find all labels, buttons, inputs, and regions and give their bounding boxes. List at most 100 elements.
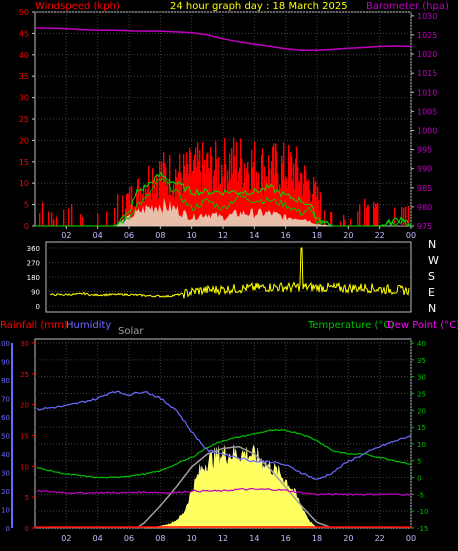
- temp-x-tick-label: 04: [93, 534, 103, 543]
- baro-y-tick-label: 985: [417, 184, 432, 193]
- windspeed-bar: [357, 211, 359, 226]
- windspeed-bar: [201, 191, 203, 226]
- wind-y-tick-label: 15: [19, 158, 29, 167]
- dewpoint-axis-label: Dew Point (°C): [387, 320, 458, 331]
- windspeed-bar: [255, 188, 257, 226]
- windspeed-bar: [330, 212, 332, 226]
- windspeed-bar: [312, 194, 314, 226]
- windspeed-bar: [209, 171, 211, 226]
- windspeed-bar: [241, 158, 243, 226]
- windspeed-bar: [290, 152, 292, 226]
- windspeed-bar: [193, 159, 195, 226]
- direction-line: [49, 247, 410, 299]
- windspeed-bar: [182, 193, 184, 226]
- baro-y-tick-label: 1030: [417, 12, 437, 21]
- wind-x-tick-label: 18: [312, 231, 322, 240]
- windspeed-bar: [220, 183, 222, 226]
- windspeed-bar: [265, 180, 267, 226]
- wind-y-tick-label: 35: [19, 72, 29, 81]
- rainfall-axis-label: Rainfall (mm): [0, 320, 68, 331]
- humidity-tick-label: 0: [6, 525, 10, 533]
- wind-y-tick-label: 50: [19, 8, 29, 17]
- windspeed-bar: [231, 147, 233, 226]
- wind-y-tick-label: 0: [24, 222, 29, 231]
- windspeed-bar: [405, 206, 407, 226]
- rainfall-tick-label: 15: [20, 433, 29, 441]
- windspeed-bar: [233, 137, 235, 226]
- windspeed-bar: [237, 182, 239, 226]
- windspeed-bar: [375, 203, 377, 226]
- windspeed-bar: [189, 147, 191, 226]
- windspeed-bar: [68, 208, 70, 226]
- temp-x-tick-label: 10: [187, 534, 197, 543]
- windspeed-bar: [313, 177, 315, 226]
- temp-x-tick-label: 08: [155, 534, 165, 543]
- windspeed-bar: [200, 171, 202, 226]
- wind-y-tick-label: 25: [19, 115, 29, 124]
- windspeed-bar: [214, 170, 216, 226]
- temperature-tick-label: -15: [417, 525, 428, 533]
- windspeed-bar: [297, 166, 299, 226]
- windspeed-bar: [263, 194, 265, 226]
- windspeed-bar: [106, 211, 108, 226]
- windspeed-bar: [310, 202, 312, 226]
- windspeed-bar: [53, 219, 55, 226]
- windspeed-bar: [180, 172, 182, 226]
- windspeed-bar: [267, 183, 269, 226]
- grid-layer: [35, 11, 412, 529]
- direction-label-n-top: N: [428, 238, 436, 251]
- wind-x-tick-label: 06: [124, 231, 134, 240]
- humidity-axis-label: Humidity: [66, 320, 111, 331]
- wind-x-tick-label: 10: [187, 231, 197, 240]
- temp-x-tick-label: 00: [406, 534, 416, 543]
- solar-curve: [136, 445, 332, 529]
- wind-y-tick-label: 5: [24, 201, 29, 210]
- windspeed-bar: [222, 176, 224, 226]
- windspeed-bar: [295, 158, 297, 226]
- baro-y-tick-label: 1000: [417, 126, 437, 135]
- windspeed-bar: [166, 185, 168, 226]
- solar-axis-label: Solar: [118, 326, 144, 337]
- temperature-tick-label: 0: [417, 475, 421, 483]
- wind-x-tick-label: 14: [249, 231, 259, 240]
- windspeed-bar: [283, 142, 285, 226]
- temperature-tick-label: 35: [417, 357, 426, 365]
- temp-x-tick-label: 14: [249, 534, 259, 543]
- windspeed-bar: [203, 165, 205, 226]
- windspeed-bar: [215, 140, 217, 226]
- windspeed-bar: [185, 173, 187, 226]
- baro-y-tick-label: 995: [417, 146, 432, 155]
- windspeed-bar: [154, 178, 156, 226]
- windspeed-bar: [184, 165, 186, 226]
- windspeed-bar: [178, 171, 180, 226]
- wind-x-tick-label: 12: [218, 231, 228, 240]
- windspeed-bar: [42, 202, 44, 226]
- windspeed-bar: [408, 205, 410, 226]
- baro-y-tick-label: 1010: [417, 88, 437, 97]
- windspeed-bar: [280, 188, 282, 226]
- direction-label-w: W: [428, 254, 439, 267]
- windspeed-bar: [318, 200, 320, 226]
- windspeed-bar: [165, 167, 167, 226]
- windspeed-bar: [275, 143, 277, 226]
- windspeed-bar: [153, 194, 155, 226]
- windspeed-bar: [287, 187, 289, 226]
- windspeed-bar: [175, 168, 177, 226]
- windspeed-bar: [196, 167, 198, 226]
- humidity-tick-label: 10: [1, 507, 10, 515]
- windspeed-bar: [301, 173, 303, 226]
- windspeed-bar: [63, 209, 65, 226]
- windspeed-bar: [305, 170, 307, 226]
- wind-x-tick-label: 20: [343, 231, 353, 240]
- data-layer: [35, 27, 412, 529]
- windspeed-bar: [251, 149, 253, 226]
- wind-x-tick-label: 00: [406, 231, 416, 240]
- windspeed-bar: [194, 154, 196, 226]
- direction-y-tick-label: 180: [27, 274, 40, 282]
- windspeed-axis-label: Windspeed (kph): [35, 1, 120, 12]
- windspeed-bar: [324, 210, 326, 226]
- windspeed-bar: [173, 183, 175, 226]
- windspeed-bar: [238, 171, 240, 226]
- windspeed-bar: [403, 207, 405, 226]
- windspeed-bar: [311, 201, 313, 226]
